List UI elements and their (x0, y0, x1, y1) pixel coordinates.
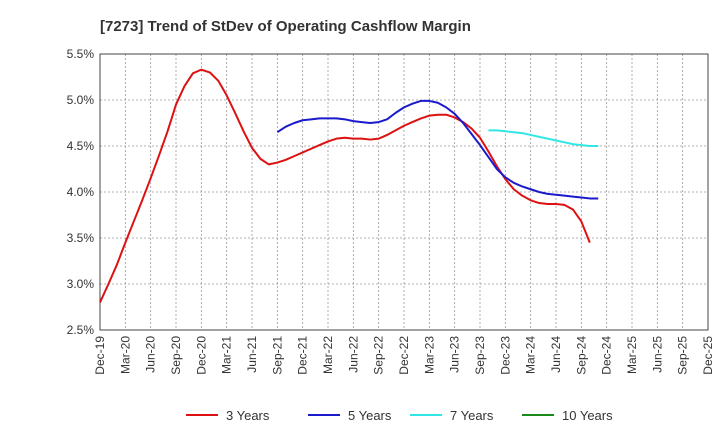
legend: 3 Years 5 Years 7 Years 10 Years (186, 408, 613, 423)
chart-title: [7273] Trend of StDev of Operating Cashf… (100, 18, 471, 35)
x-tick-label: Sep-20 (169, 336, 183, 375)
y-tick-label: 4.5% (67, 139, 95, 153)
x-tick-label: Mar-21 (220, 336, 234, 374)
x-tick-label: Dec-22 (397, 336, 411, 375)
x-tick-label: Mar-22 (321, 336, 335, 374)
plot-frame (99, 53, 709, 331)
x-tick-label: Dec-25 (701, 336, 715, 375)
y-tick-label: 2.5% (67, 323, 95, 337)
y-tick-label: 4.0% (67, 185, 95, 199)
x-tick-label: Mar-25 (625, 336, 639, 374)
y-tick-label: 3.0% (67, 277, 95, 291)
legend-label: 5 Years (348, 408, 392, 423)
x-tick-label: Jun-20 (144, 336, 158, 373)
x-tick-label: Mar-24 (524, 336, 538, 374)
y-tick-label: 3.5% (67, 231, 95, 245)
y-tick-label: 5.5% (67, 47, 95, 61)
series-line-7-years (488, 129, 599, 147)
legend-label: 10 Years (562, 408, 613, 423)
data-series (99, 68, 599, 303)
y-tick-label: 5.0% (67, 93, 95, 107)
x-tick-label: Jun-22 (346, 336, 360, 373)
x-tick-label: Mar-23 (422, 336, 436, 374)
legend-label: 3 Years (226, 408, 270, 423)
x-tick-label: Mar-20 (118, 336, 132, 374)
x-tick-label: Dec-20 (194, 336, 208, 375)
series-line-3-years (99, 68, 591, 303)
legend-label: 7 Years (450, 408, 494, 423)
x-tick-label: Dec-19 (93, 336, 107, 375)
x-tick-label: Dec-23 (498, 336, 512, 375)
x-axis-tick-labels: Dec-19 Mar-20 Jun-20 Sep-20 Dec-20 Mar-21 Jun-… (93, 336, 715, 375)
y-axis-tick-labels: 2.5% 3.0% 3.5% 4.0% 4.5% 5.0% 5.5% (67, 47, 95, 337)
x-tick-label: Sep-24 (574, 336, 588, 375)
x-tick-label: Jun-24 (549, 336, 563, 373)
x-tick-label: Jun-21 (245, 336, 259, 373)
x-tick-label: Jun-25 (650, 336, 664, 373)
x-tick-label: Jun-23 (448, 336, 462, 373)
series-line-5-years (276, 99, 599, 200)
x-tick-label: Sep-22 (372, 336, 386, 375)
x-tick-label: Dec-24 (600, 336, 614, 375)
x-tick-label: Sep-25 (676, 336, 690, 375)
x-tick-label: Sep-23 (473, 336, 487, 375)
x-tick-label: Sep-21 (270, 336, 284, 375)
x-tick-label: Dec-21 (296, 336, 310, 375)
grid-lines (99, 53, 709, 331)
axes (99, 53, 709, 331)
